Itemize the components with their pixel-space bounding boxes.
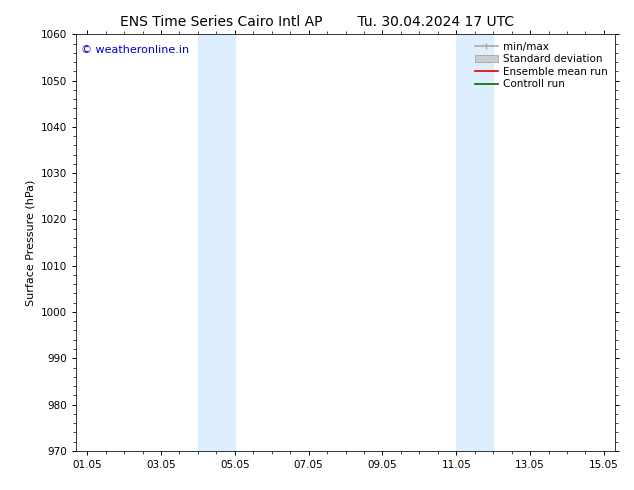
Text: © weatheronline.in: © weatheronline.in [81,45,190,55]
Text: ENS Time Series Cairo Intl AP        Tu. 30.04.2024 17 UTC: ENS Time Series Cairo Intl AP Tu. 30.04.… [120,15,514,29]
Bar [198,34,235,451]
Bar [456,34,493,451]
Y-axis label: Surface Pressure (hPa): Surface Pressure (hPa) [25,179,36,306]
Legend: min/max, Standard deviation, Ensemble mean run, Controll run: min/max, Standard deviation, Ensemble me… [473,40,610,92]
